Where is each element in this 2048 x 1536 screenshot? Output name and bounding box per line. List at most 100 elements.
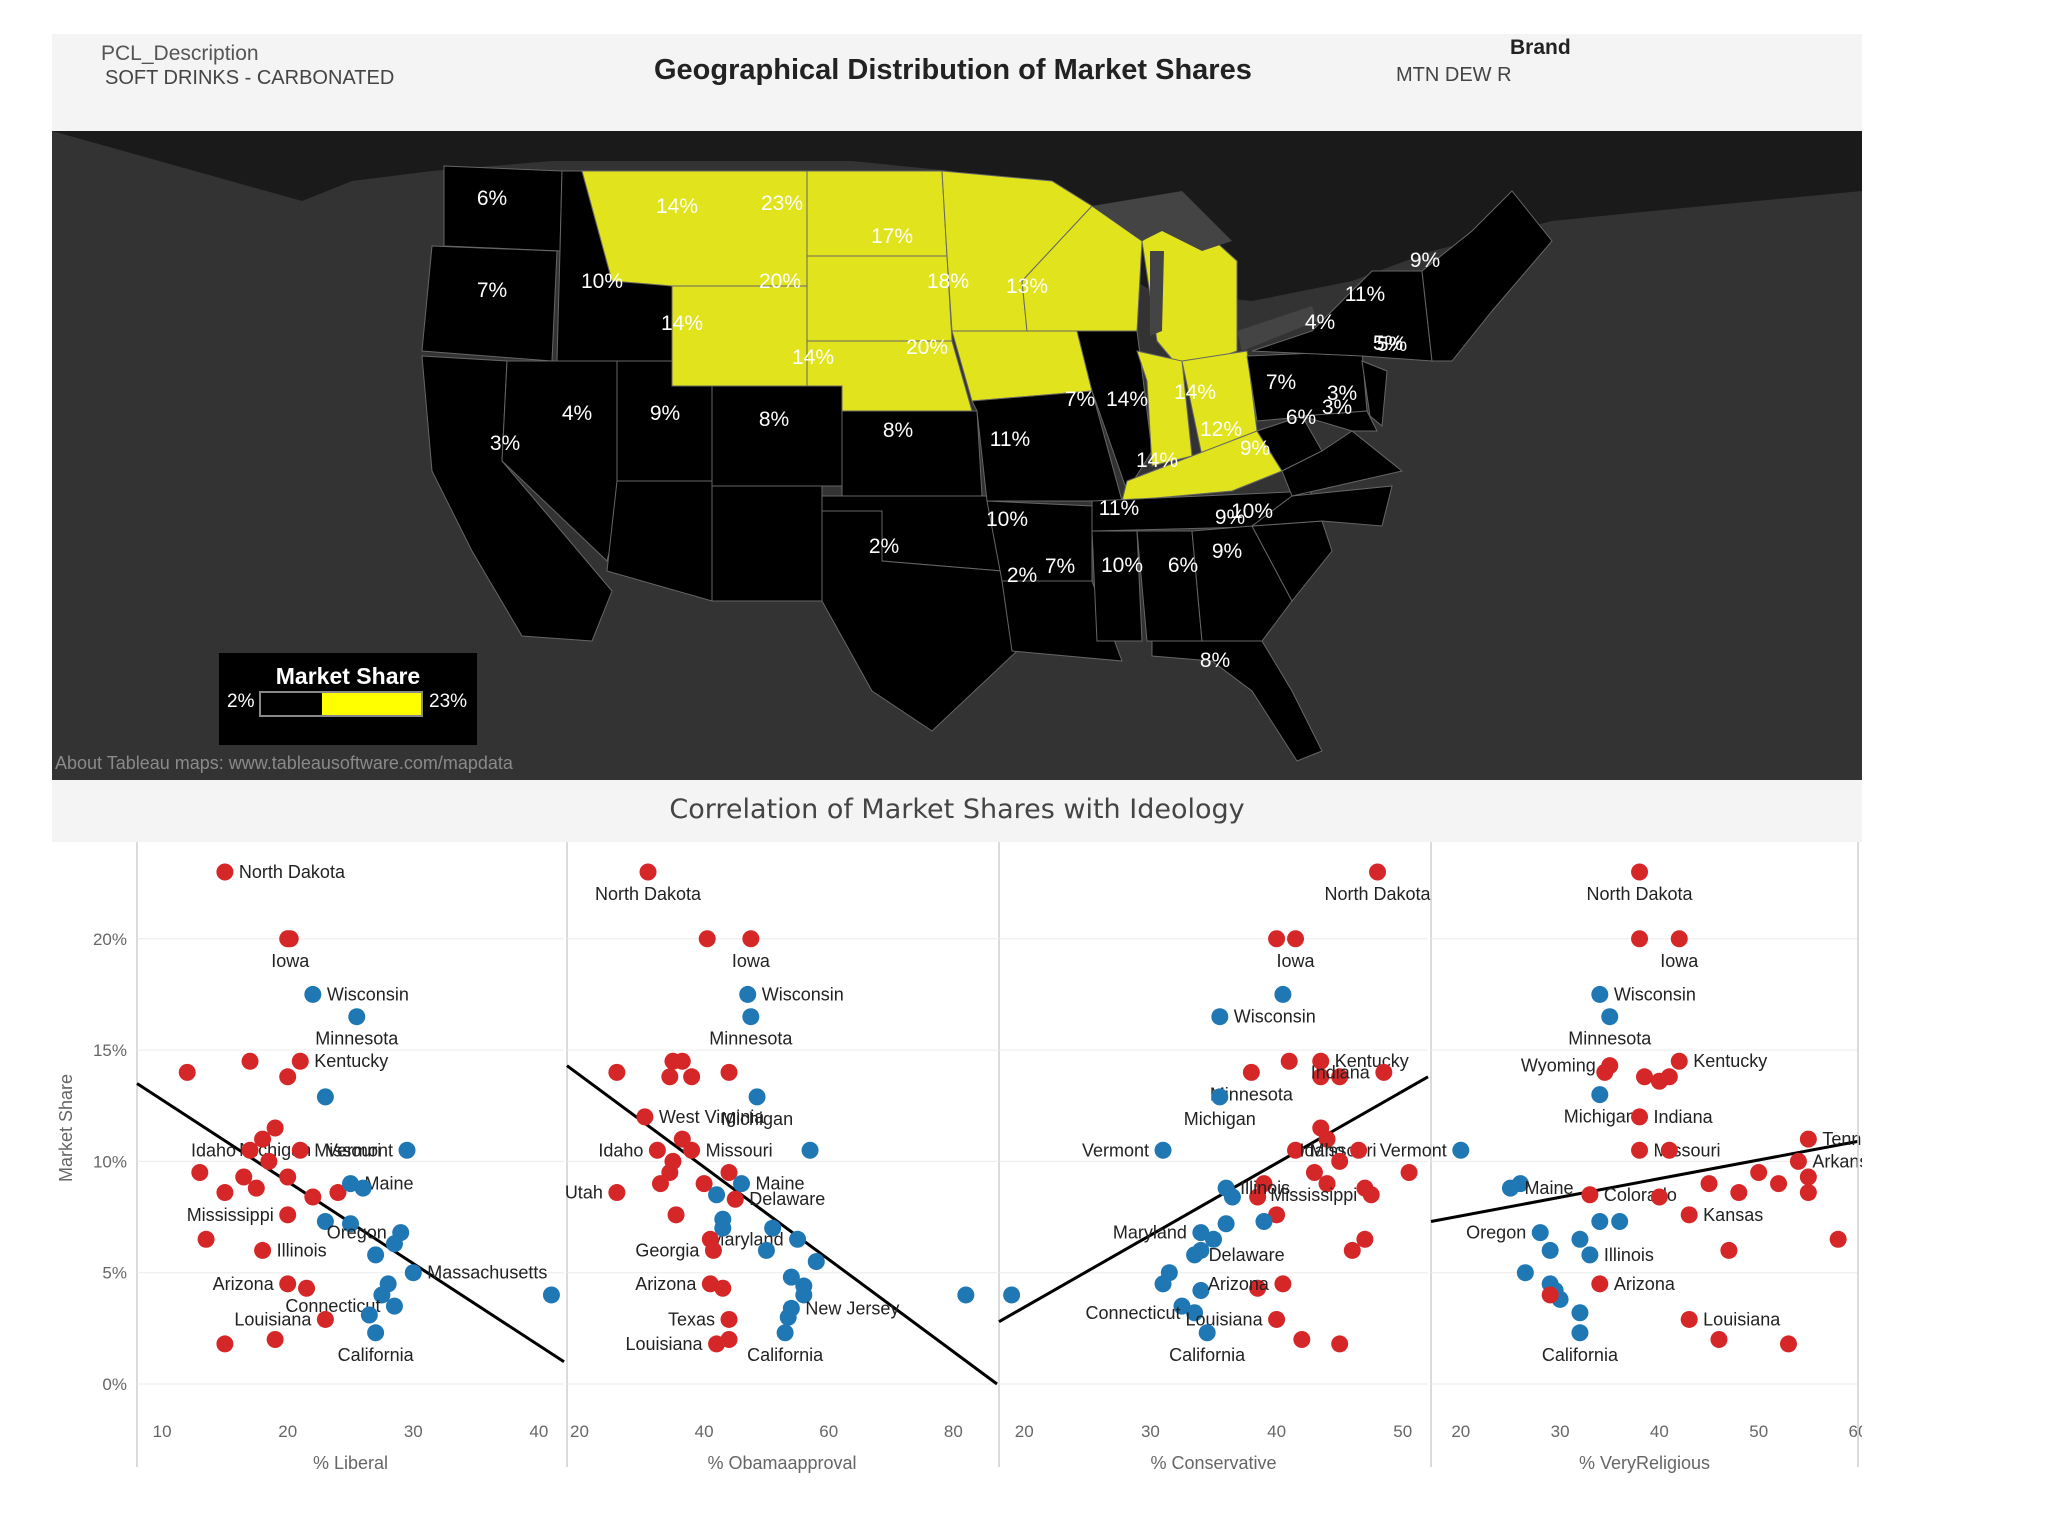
data-point[interactable] [1631, 863, 1649, 881]
data-point[interactable] [1255, 1212, 1273, 1230]
data-point[interactable] [1730, 1184, 1748, 1202]
data-point[interactable] [373, 1286, 391, 1304]
data-point[interactable] [1211, 1008, 1229, 1026]
state-missouri[interactable] [971, 390, 1123, 502]
data-point[interactable] [1631, 930, 1649, 948]
brand-value[interactable]: MTN DEW R [1396, 64, 1512, 86]
data-point[interactable] [1249, 1279, 1267, 1297]
data-point[interactable] [1680, 1310, 1698, 1328]
data-point[interactable] [1205, 1230, 1222, 1248]
state-louisiana[interactable] [1001, 580, 1123, 662]
state-new-jersey[interactable] [1361, 360, 1388, 427]
data-point[interactable] [714, 1279, 732, 1297]
data-point[interactable] [1501, 1179, 1519, 1197]
data-point[interactable] [801, 1141, 819, 1159]
data-point[interactable] [329, 1184, 347, 1202]
state-colorado[interactable] [711, 385, 843, 487]
data-point[interactable] [216, 1184, 234, 1202]
data-point[interactable] [291, 1141, 309, 1159]
data-point[interactable] [683, 1141, 701, 1159]
data-point[interactable] [1268, 1206, 1286, 1224]
data-point[interactable] [1516, 1264, 1534, 1282]
data-point[interactable] [254, 1241, 272, 1259]
data-point[interactable] [639, 863, 657, 881]
filter-value[interactable]: SOFT DRINKS - CARBONATED [105, 67, 395, 89]
data-point[interactable] [1779, 1335, 1797, 1353]
data-point[interactable] [1770, 1175, 1788, 1193]
data-point[interactable] [1591, 1275, 1609, 1293]
data-point[interactable] [757, 1241, 775, 1259]
data-point[interactable] [398, 1141, 416, 1159]
data-point[interactable] [1186, 1246, 1204, 1264]
data-point[interactable] [1596, 1063, 1614, 1081]
data-point[interactable] [216, 1335, 234, 1353]
data-point[interactable] [957, 1286, 975, 1304]
state-virginia[interactable] [1281, 430, 1404, 497]
data-point[interactable] [241, 1141, 259, 1159]
data-point[interactable] [1217, 1215, 1235, 1233]
data-point[interactable] [279, 1168, 297, 1186]
data-point[interactable] [1318, 1130, 1336, 1148]
scatter-panel-2[interactable]: 20 40 60 80 % Obamaapproval North Dakota Iowa W… [565, 842, 998, 1473]
data-point[interactable] [742, 1008, 760, 1026]
state-wyoming[interactable] [671, 285, 808, 387]
data-point[interactable] [739, 985, 757, 1003]
data-point[interactable] [807, 1253, 825, 1271]
data-point[interactable] [1581, 1186, 1599, 1204]
data-point[interactable] [1274, 985, 1292, 1003]
data-point[interactable] [720, 1330, 738, 1348]
data-point[interactable] [197, 1230, 215, 1248]
data-point[interactable] [667, 1206, 685, 1224]
data-point[interactable] [661, 1068, 679, 1086]
data-point[interactable] [1591, 985, 1609, 1003]
data-point[interactable] [720, 1063, 738, 1081]
data-point[interactable] [1531, 1224, 1549, 1242]
data-point[interactable] [385, 1297, 403, 1315]
data-point[interactable] [247, 1179, 265, 1197]
data-point[interactable] [260, 1152, 278, 1170]
data-point[interactable] [1650, 1188, 1668, 1206]
data-point[interactable] [1293, 1330, 1311, 1348]
state-north-carolina[interactable] [1250, 485, 1393, 527]
data-point[interactable] [636, 1108, 654, 1126]
state-indiana[interactable] [1136, 350, 1193, 467]
state-alabama[interactable] [1136, 530, 1203, 642]
data-point[interactable] [360, 1306, 378, 1324]
data-point[interactable] [1350, 1141, 1368, 1159]
data-point[interactable] [608, 1184, 626, 1202]
data-point[interactable] [1591, 1212, 1609, 1230]
data-point[interactable] [1305, 1164, 1323, 1182]
data-point[interactable] [795, 1286, 813, 1304]
data-point[interactable] [1186, 1304, 1204, 1322]
data-point[interactable] [1312, 1052, 1330, 1070]
state-mississippi[interactable] [1091, 530, 1143, 642]
state-south-dakota[interactable] [806, 255, 953, 342]
data-point[interactable] [304, 1188, 322, 1206]
data-point[interactable] [1331, 1152, 1349, 1170]
data-point[interactable] [708, 1186, 726, 1204]
market-share-map[interactable]: 6% 7% 10% 14% 23% 17% 20% 18% 13% 14% 14% 20% 4% 9% 3%… [52, 131, 1862, 780]
data-point[interactable] [1591, 1086, 1609, 1104]
data-point[interactable] [1660, 1068, 1678, 1086]
data-point[interactable] [789, 1230, 807, 1248]
data-point[interactable] [651, 1175, 669, 1193]
data-point[interactable] [1369, 863, 1387, 881]
scatter-panel-3[interactable]: 20 30 40 50 % Conservative North Dakota Iowa Wi… [998, 842, 1432, 1473]
data-point[interactable] [608, 1063, 626, 1081]
data-point[interactable] [1611, 1212, 1629, 1230]
data-point[interactable] [776, 1324, 794, 1342]
data-point[interactable] [698, 930, 716, 948]
data-point[interactable] [1192, 1224, 1210, 1242]
data-point[interactable] [720, 1310, 738, 1328]
data-point[interactable] [1318, 1175, 1336, 1193]
data-point[interactable] [748, 1088, 766, 1106]
data-point[interactable] [1003, 1286, 1021, 1304]
data-point[interactable] [673, 1052, 691, 1070]
data-point[interactable] [661, 1164, 679, 1182]
scatter-panel-4[interactable]: 20 30 40 50 60 % VeryReligious North Dakota Iow… [1380, 842, 1862, 1473]
data-point[interactable] [304, 985, 322, 1003]
data-point[interactable] [742, 930, 760, 948]
data-point[interactable] [1571, 1230, 1589, 1248]
data-point[interactable] [1700, 1175, 1718, 1193]
state-maryland[interactable] [1301, 410, 1378, 432]
